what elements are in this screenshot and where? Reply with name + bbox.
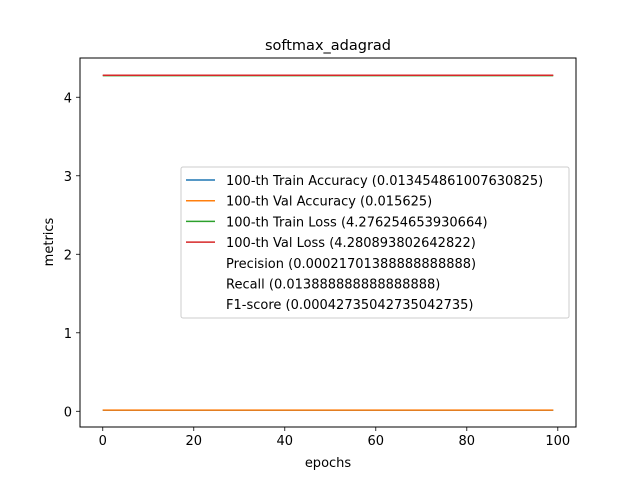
y-tick-label: 3 bbox=[64, 170, 72, 185]
legend-entry-0: 100-th Train Accuracy (0.013454861007630… bbox=[226, 174, 543, 189]
x-axis-label: epochs bbox=[305, 456, 352, 471]
y-tick-label: 4 bbox=[64, 91, 72, 106]
legend: 100-th Train Accuracy (0.013454861007630… bbox=[180, 166, 570, 319]
x-tick-label: 20 bbox=[185, 434, 202, 449]
legend-entry-1: 100-th Val Accuracy (0.015625) bbox=[226, 195, 432, 210]
y-axis-label: metrics bbox=[42, 217, 57, 266]
x-tick-label: 40 bbox=[276, 434, 293, 449]
legend-box bbox=[180, 166, 570, 319]
plot-area bbox=[102, 74, 554, 411]
axes-frame bbox=[79, 57, 577, 428]
y-axis: 0 1 2 3 4 bbox=[64, 91, 80, 420]
y-tick-label: 2 bbox=[64, 248, 72, 263]
legend-entry-3: 100-th Val Loss (4.280893802642822) bbox=[226, 236, 476, 251]
legend-entry-2: 100-th Train Loss (4.276254653930664) bbox=[226, 215, 488, 230]
x-tick-label: 80 bbox=[459, 434, 476, 449]
x-tick-label: 100 bbox=[545, 434, 570, 449]
legend-entry-4: Precision (0.00021701388888888888) bbox=[226, 257, 476, 272]
x-axis: 0 20 40 60 80 100 bbox=[99, 427, 570, 449]
x-tick-label: 60 bbox=[368, 434, 385, 449]
legend-entry-5: Recall (0.013888888888888888) bbox=[226, 278, 440, 293]
y-tick-label: 0 bbox=[64, 405, 72, 420]
chart-title: softmax_adagrad bbox=[265, 38, 391, 54]
y-tick-label: 1 bbox=[64, 327, 72, 342]
legend-entry-6: F1-score (0.00042735042735042735) bbox=[226, 298, 473, 313]
x-tick-label: 0 bbox=[99, 434, 107, 449]
